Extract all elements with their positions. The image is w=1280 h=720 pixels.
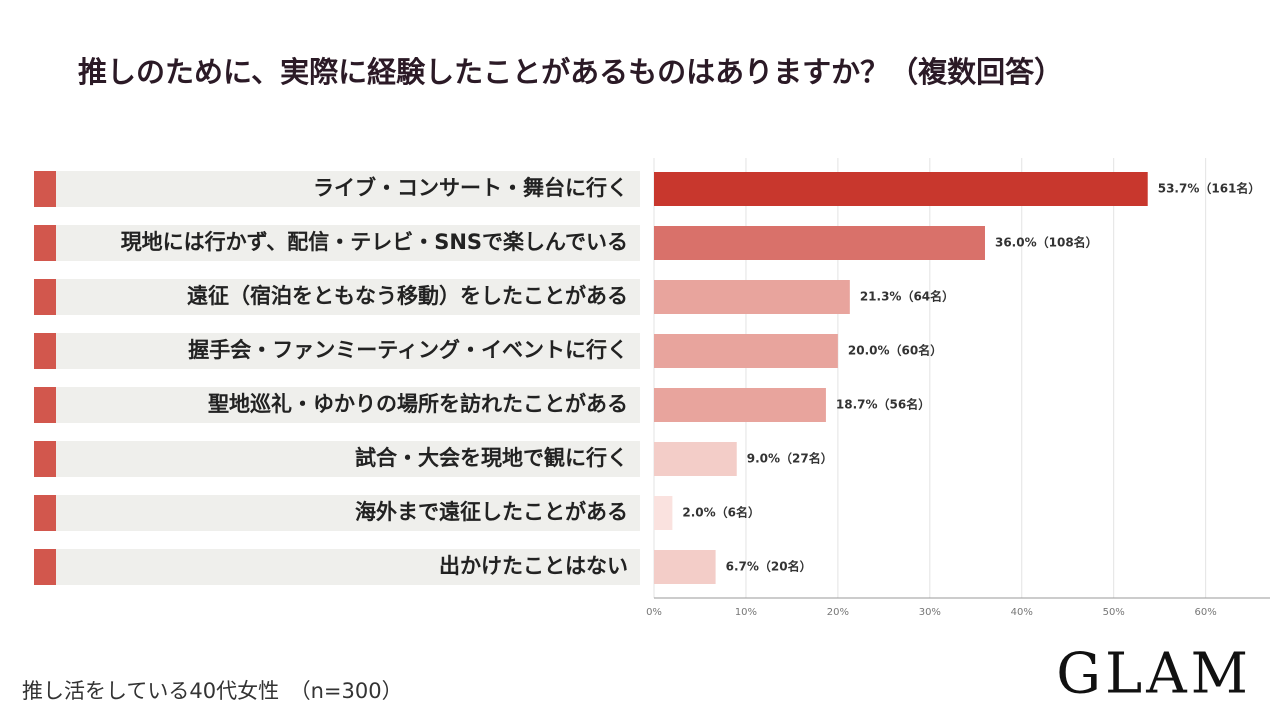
- label-panel: [34, 225, 640, 261]
- category-label: 聖地巡礼・ゆかりの場所を訪れたことがある: [208, 392, 628, 416]
- label-marker: [34, 441, 56, 477]
- category-label: 握手会・ファンミーティング・イベントに行く: [188, 338, 628, 362]
- category-label: 現地には行かず、配信・テレビ・SNSで楽しんでいる: [121, 230, 628, 254]
- label-marker: [34, 171, 56, 207]
- chart-title: 推しのために、実際に経験したことがあるものはありますか？（複数回答）: [78, 55, 1063, 89]
- x-tick-label: 10%: [735, 607, 757, 618]
- bar: [654, 442, 737, 476]
- label-panel: [34, 333, 640, 369]
- label-marker: [34, 333, 56, 369]
- x-tick-label: 50%: [1103, 607, 1125, 618]
- label-marker: [34, 225, 56, 261]
- value-label: 6.7%（20名）: [726, 559, 812, 574]
- value-label: 2.0%（6名）: [682, 505, 760, 520]
- category-label: 出かけたことはない: [439, 554, 628, 578]
- label-panel: [34, 171, 640, 207]
- label-panel: [34, 495, 640, 531]
- category-label: ライブ・コンサート・舞台に行く: [313, 176, 628, 200]
- label-marker: [34, 549, 56, 585]
- value-label: 36.0%（108名）: [995, 235, 1098, 250]
- label-panel: [34, 387, 640, 423]
- value-label: 20.0%（60名）: [848, 343, 942, 358]
- bar: [654, 388, 826, 422]
- category-label: 海外まで遠征したことがある: [355, 500, 628, 524]
- label-marker: [34, 387, 56, 423]
- label-marker: [34, 495, 56, 531]
- x-tick-label: 60%: [1195, 607, 1217, 618]
- bar: [654, 280, 850, 314]
- x-tick-label: 40%: [1011, 607, 1033, 618]
- bar: [654, 496, 673, 530]
- x-tick-label: 30%: [919, 607, 941, 618]
- x-tick-label: 20%: [827, 607, 849, 618]
- value-label: 9.0%（27名）: [747, 451, 833, 466]
- label-panel: [34, 279, 640, 315]
- label-panel: [34, 441, 640, 477]
- bar: [654, 226, 985, 260]
- bar: [654, 550, 716, 584]
- category-label: 遠征（宿泊をともなう移動）をしたことがある: [187, 284, 628, 308]
- note: 推し活をしている40代女性 （n=300）: [22, 679, 403, 703]
- value-label: 21.3%（64名）: [860, 289, 954, 304]
- value-label: 53.7%（161名）: [1158, 181, 1261, 196]
- category-label: 試合・大会を現地で観に行く: [355, 446, 628, 470]
- brand-logo: GLAM: [1056, 642, 1252, 707]
- label-panel: [34, 549, 640, 585]
- label-marker: [34, 279, 56, 315]
- value-label: 18.7%（56名）: [836, 397, 930, 412]
- bar: [654, 172, 1148, 206]
- x-tick-label: 0%: [646, 607, 662, 618]
- bar: [654, 334, 838, 368]
